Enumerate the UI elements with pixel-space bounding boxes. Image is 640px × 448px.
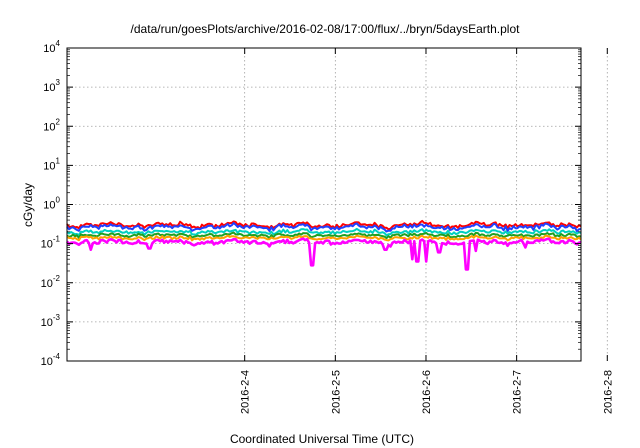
series-line [66,237,582,271]
x-axis-label: Coordinated Universal Time (UTC) [230,432,414,446]
x-tick-label: 2016-2-4 [240,370,252,414]
x-axis: 2016-2-4 2016-2-5 2016-2-6 2016-2-7 2016-2-8 [240,48,614,414]
series-group [66,219,582,271]
x-tick-label: 2016-2-5 [330,370,342,414]
y-tick-label: 10-2 [41,274,61,290]
y-axis: 104 103 102 101 100 10-1 10-2 10-3 10-4 [41,39,581,368]
series-line [66,222,582,233]
y-tick-label: 10-4 [41,352,61,368]
series-line [66,219,582,231]
y-axis-label: cGy/day [21,183,35,227]
series-line [66,231,582,240]
series-line [66,227,582,237]
y-tick-label: 10-1 [41,235,61,251]
y-tick-label: 10-3 [41,313,61,329]
x-tick-label: 2016-2-8 [602,370,614,414]
y-tick-label: 101 [43,156,60,172]
chart-title: /data/run/goesPlots/archive/2016-02-08/1… [131,22,521,36]
x-tick-label: 2016-2-6 [421,370,433,414]
x-tick-label: 2016-2-7 [512,370,524,414]
y-tick-label: 102 [43,117,60,133]
y-tick-label: 104 [43,39,60,55]
grid [67,48,608,361]
y-tick-label: 100 [43,196,60,212]
y-tick-label: 103 [43,78,60,94]
series-line [66,234,582,242]
